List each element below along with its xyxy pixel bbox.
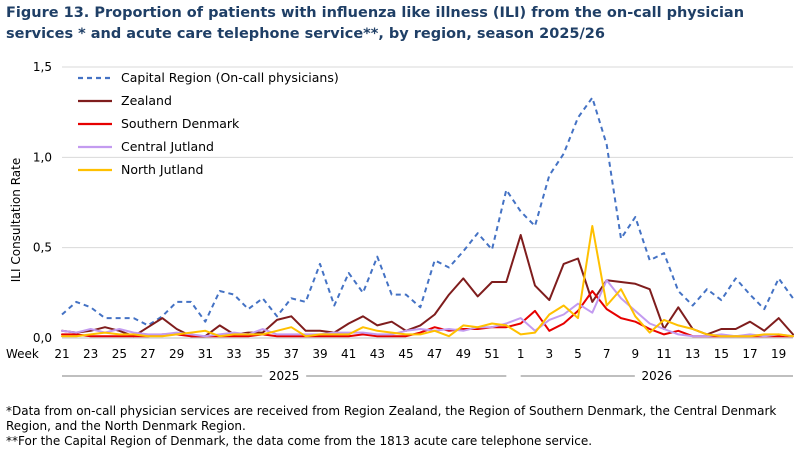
x-tick-label: 7 bbox=[603, 347, 611, 361]
x-tick-label: 51 bbox=[484, 347, 499, 361]
x-tick-label: 15 bbox=[714, 347, 729, 361]
y-tick-label: 1,5 bbox=[33, 60, 52, 74]
x-tick-label: 29 bbox=[169, 347, 184, 361]
x-tick-label: 37 bbox=[284, 347, 299, 361]
y-tick-label: 1,0 bbox=[33, 150, 52, 164]
x-tick-label: 25 bbox=[112, 347, 127, 361]
x-tick-label: 17 bbox=[742, 347, 757, 361]
year-label: 2025 bbox=[269, 369, 300, 383]
x-tick-label: 13 bbox=[685, 347, 700, 361]
x-tick-label: 1 bbox=[517, 347, 525, 361]
x-tick-label: 41 bbox=[341, 347, 356, 361]
x-axis-prefix: Week bbox=[6, 347, 39, 361]
footnote-2: **For the Capital Region of Denmark, the… bbox=[6, 434, 593, 448]
x-tick-label: 27 bbox=[140, 347, 155, 361]
x-tick-label: 39 bbox=[312, 347, 327, 361]
legend-entry: Zealand bbox=[121, 93, 172, 108]
x-tick-label: 47 bbox=[427, 347, 442, 361]
legend-entry: Central Jutland bbox=[121, 139, 214, 154]
x-tick-label: 45 bbox=[398, 347, 413, 361]
x-tick-label: 9 bbox=[632, 347, 640, 361]
x-tick-label: 19 bbox=[771, 347, 786, 361]
x-tick-label: 43 bbox=[370, 347, 385, 361]
series-line bbox=[61, 225, 794, 338]
legend-entry: North Jutland bbox=[121, 162, 203, 177]
series-lines bbox=[61, 96, 794, 338]
x-tick-label: 49 bbox=[456, 347, 471, 361]
footnote-1: *Data from on-call physician services ar… bbox=[6, 404, 777, 433]
x-tick-label: 31 bbox=[198, 347, 213, 361]
legend-entry: Capital Region (On-call physicians) bbox=[121, 70, 339, 85]
x-tick-label: 5 bbox=[574, 347, 582, 361]
y-tick-label: 0,5 bbox=[33, 241, 52, 255]
chart-title: Figure 13. Proportion of patients with i… bbox=[6, 5, 745, 42]
x-tick-label: 21 bbox=[54, 347, 69, 361]
x-tick-label: 11 bbox=[656, 347, 671, 361]
x-tick-label: 33 bbox=[226, 347, 241, 361]
year-label: 2026 bbox=[642, 369, 673, 383]
legend-entry: Southern Denmark bbox=[121, 116, 240, 131]
legend: Capital Region (On-call physicians) Zeala… bbox=[78, 70, 339, 177]
y-tick-label: 0,0 bbox=[33, 331, 52, 345]
gridlines bbox=[62, 66, 793, 249]
y-axis-label: ILI Consultation Rate bbox=[9, 158, 23, 282]
series-line bbox=[61, 234, 794, 338]
x-tick-label: 35 bbox=[255, 347, 270, 361]
x-tick-label: 23 bbox=[83, 347, 98, 361]
series-line bbox=[61, 96, 794, 327]
footnotes: *Data from on-call physician services ar… bbox=[6, 404, 796, 449]
x-tick-label: 3 bbox=[546, 347, 554, 361]
